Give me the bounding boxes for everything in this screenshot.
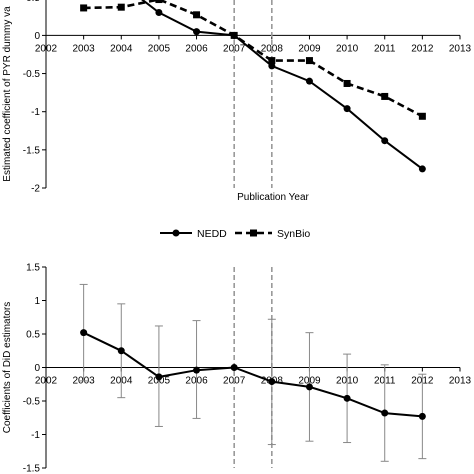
data-point (80, 4, 88, 12)
data-point (343, 394, 351, 402)
y-tick-label: 0.5 (26, 0, 40, 4)
y-tick-label: -1.5 (23, 145, 41, 156)
data-point (305, 77, 313, 85)
y-tick-label: 0 (34, 363, 40, 374)
chart-top: 0.50-0.5-1-1.5-2200220032004200520062007… (2, 0, 472, 240)
data-point (305, 57, 313, 65)
legend-marker-nedd (172, 229, 180, 237)
data-point (381, 409, 389, 417)
data-point (155, 373, 163, 381)
x-tick-label: 2005 (148, 43, 171, 54)
x-tick-label: 2013 (449, 43, 472, 54)
y-tick-label: 1.5 (26, 263, 40, 274)
data-point (381, 137, 389, 145)
x-tick-label: 2010 (336, 43, 359, 54)
x-tick-label: 2012 (411, 43, 434, 54)
y-tick-label: -1 (31, 430, 40, 441)
x-tick-label: 2003 (73, 43, 96, 54)
x-axis-title: Publication Year (237, 192, 309, 203)
legend-label-nedd: NEDD (197, 228, 227, 240)
series-nedd (141, 0, 426, 173)
y-tick-label: -1 (31, 107, 40, 118)
data-point (418, 412, 426, 420)
y-axis-title: Coefficients of DiD estimators (2, 302, 13, 434)
data-point (268, 378, 276, 386)
data-point (268, 62, 276, 70)
data-point (230, 364, 238, 371)
x-tick-label: 2009 (298, 43, 321, 54)
data-point (418, 112, 426, 120)
data-point (230, 31, 238, 39)
data-point (155, 9, 163, 17)
x-tick-label: 2002 (35, 376, 58, 387)
data-point (305, 383, 313, 391)
x-tick-label: 2013 (449, 376, 472, 387)
x-tick-label: 2006 (185, 43, 208, 54)
data-point (193, 366, 201, 374)
series-synbio (80, 0, 426, 120)
data-point (80, 329, 88, 337)
series-line (83, 0, 424, 118)
legend-label-synbio: SynBio (277, 228, 310, 240)
legend: NEDD SynBio (160, 228, 310, 240)
series-line-0 (79, 283, 427, 462)
y-tick-label: -0.5 (23, 69, 41, 80)
y-tick-label: -1.5 (23, 464, 41, 474)
data-point (418, 165, 426, 173)
data-point (117, 347, 125, 355)
y-tick-label: -0.5 (23, 397, 41, 408)
data-point (268, 57, 276, 65)
data-point (117, 3, 125, 11)
series-line (83, 331, 423, 418)
y-tick-label: 1 (34, 296, 40, 307)
data-point (155, 0, 163, 4)
y-axis-title: Estimated coefficient of PYR dummy va (2, 6, 13, 182)
x-tick-label: 2004 (110, 43, 133, 54)
x-tick-label: 2011 (374, 43, 396, 54)
legend-marker-synbio (250, 229, 257, 237)
data-point (343, 105, 351, 113)
data-point (193, 28, 201, 36)
y-tick-label: 0.5 (26, 330, 40, 341)
data-point (381, 92, 389, 100)
y-tick-label: -2 (31, 184, 40, 195)
chart-bottom: 1.510.50-0.5-1-1.52002200320042005200620… (2, 263, 472, 474)
data-point (343, 79, 351, 87)
data-point (193, 11, 201, 19)
series-line (141, 0, 423, 170)
y-tick-label: 0 (34, 31, 40, 42)
x-tick-label: 2002 (35, 43, 58, 54)
